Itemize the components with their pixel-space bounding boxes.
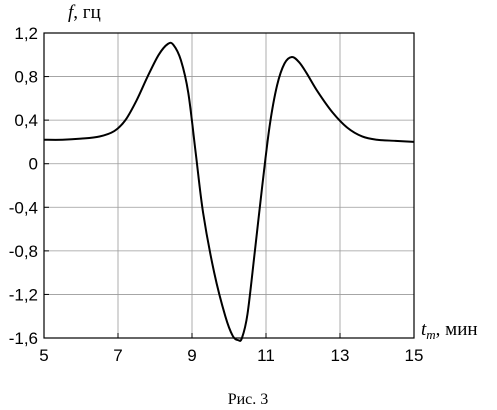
y-axis-var: f — [68, 2, 76, 23]
x-tick-label: 15 — [405, 346, 424, 365]
y-tick-label: 1,2 — [14, 24, 38, 43]
y-tick-label: -0,8 — [9, 242, 38, 261]
ticks: 5 7 9 11 13 15 1,2 0,8 0,4 0 -0,4 -0,8 -1,2 -1,6 — [9, 24, 424, 365]
y-axis-title: f, гц — [68, 2, 101, 23]
grid — [43, 32, 415, 339]
y-tick-label: 0 — [29, 155, 38, 174]
figure-caption: Рис. 3 — [228, 391, 269, 408]
x-tick-label: 9 — [187, 346, 196, 365]
y-tick-label: -1,6 — [9, 329, 38, 348]
y-tick-label: -0,4 — [9, 198, 38, 217]
y-tick-label: 0,4 — [14, 111, 38, 130]
y-tick-label: 0,8 — [14, 68, 38, 87]
x-axis-title: tm, мин — [421, 319, 478, 342]
x-axis-sub: m — [426, 327, 435, 342]
x-axis-unit: , мин — [436, 319, 478, 340]
plot-frame — [43, 32, 415, 339]
x-axis-var: t — [421, 319, 427, 340]
y-axis-unit: , гц — [73, 2, 100, 23]
y-tick-label: -1,2 — [9, 285, 38, 304]
series-line — [43, 41, 415, 342]
series — [43, 41, 415, 342]
x-tick-label: 13 — [331, 346, 350, 365]
x-tick-label: 5 — [39, 346, 48, 365]
x-tick-label: 7 — [113, 346, 122, 365]
x-tick-label: 11 — [257, 346, 275, 365]
